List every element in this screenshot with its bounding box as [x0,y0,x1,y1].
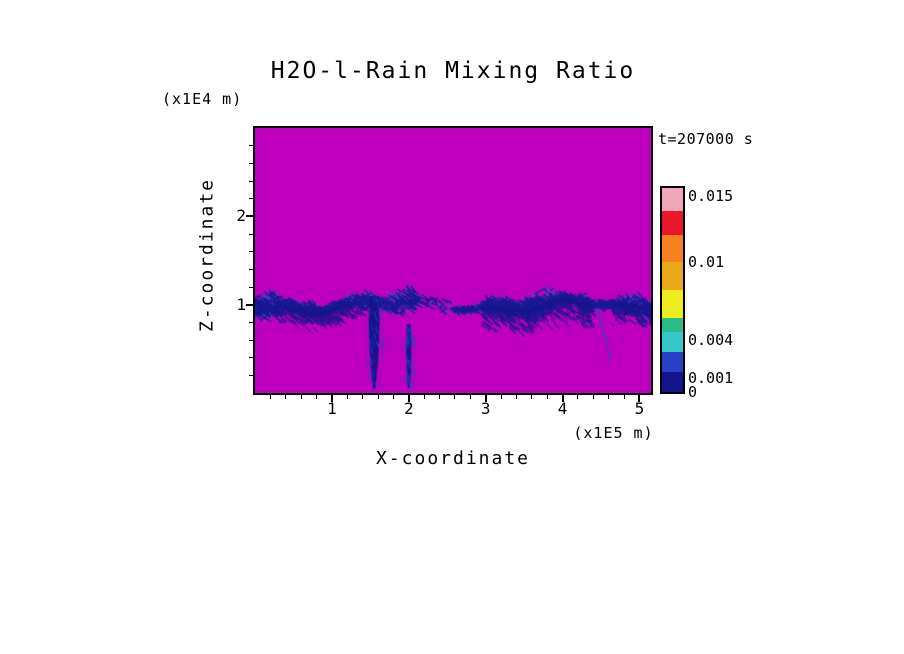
x-axis-minor-tick [285,395,287,399]
x-axis-minor-tick [592,395,594,399]
colorbar-segment [662,188,683,211]
z-axis-minor-tick [249,180,253,182]
z-axis-tick [246,303,253,306]
plot-area [253,126,653,395]
x-axis-minor-tick [423,395,425,399]
z-tick-label: 1 [236,294,246,314]
z-tick-label: 2 [236,206,246,226]
x-axis-unit-label: (x1E5 m) [573,424,654,442]
x-axis-minor-tick [439,395,441,399]
x-axis-tick [561,395,564,402]
x-axis-minor-tick [377,395,379,399]
x-axis-minor-tick [546,395,548,399]
x-axis-tick [407,395,410,402]
y-axis-title: Z-coordinate [196,177,218,333]
colorbar-segment [662,261,683,290]
x-axis-minor-tick [392,395,394,399]
colorbar-tick-label: 0.004 [688,330,734,349]
x-axis-minor-tick [608,395,610,399]
x-axis-minor-tick [500,395,502,399]
z-axis-minor-tick [249,357,253,359]
colorbar-tick-label: 0 [688,383,698,401]
x-axis-minor-tick [346,395,348,399]
x-axis-title: X-coordinate [375,448,531,469]
chart-title: H2O-l-Rain Mixing Ratio [270,58,636,84]
x-tick-label: 5 [634,399,645,418]
x-tick-label: 4 [557,399,568,418]
colorbar-segment [662,317,683,332]
x-axis-minor-tick [316,395,317,399]
x-axis-minor-tick [623,395,625,399]
colorbar-segment [662,331,683,352]
timestamp-label: t=207000 s [658,130,754,148]
x-axis-minor-tick [515,395,517,399]
z-axis-minor-tick [249,251,253,253]
z-axis-minor-tick [249,286,253,288]
x-axis-minor-tick [362,395,364,399]
x-axis-minor-tick [469,395,471,399]
y-axis-unit-label: (x1E4 m) [162,90,243,108]
plot-canvas [255,128,651,393]
x-tick-label: 1 [327,399,337,418]
x-axis-minor-tick [300,395,302,399]
x-axis-tick [330,395,333,402]
z-axis-minor-tick [249,339,253,341]
colorbar [660,186,685,394]
z-axis-minor-tick [249,162,253,164]
z-axis-minor-tick [249,374,253,376]
colorbar-segment [662,234,683,262]
colorbar-tick-label: 0.01 [688,253,725,272]
x-axis-tick [484,395,487,402]
colorbar-segment [662,210,683,235]
z-axis-minor-tick [249,268,253,270]
x-tick-label: 2 [403,399,414,418]
z-axis-tick [246,215,253,218]
x-axis-tick [638,395,641,402]
x-axis-minor-tick [531,395,533,399]
colorbar-tick-label: 0.001 [688,368,734,387]
colorbar-segment [662,289,683,318]
x-axis-minor-tick [454,395,456,399]
z-axis-minor-tick [249,145,253,147]
z-axis-minor-tick [249,321,253,323]
x-tick-label: 3 [480,399,491,418]
x-axis-minor-tick [577,395,579,399]
colorbar-segment [662,351,683,372]
colorbar-tick-label: 0.015 [688,186,734,205]
colorbar-segment [662,371,683,392]
z-axis-minor-tick [249,198,253,200]
x-axis-minor-tick [269,395,271,399]
z-axis-minor-tick [249,233,253,235]
